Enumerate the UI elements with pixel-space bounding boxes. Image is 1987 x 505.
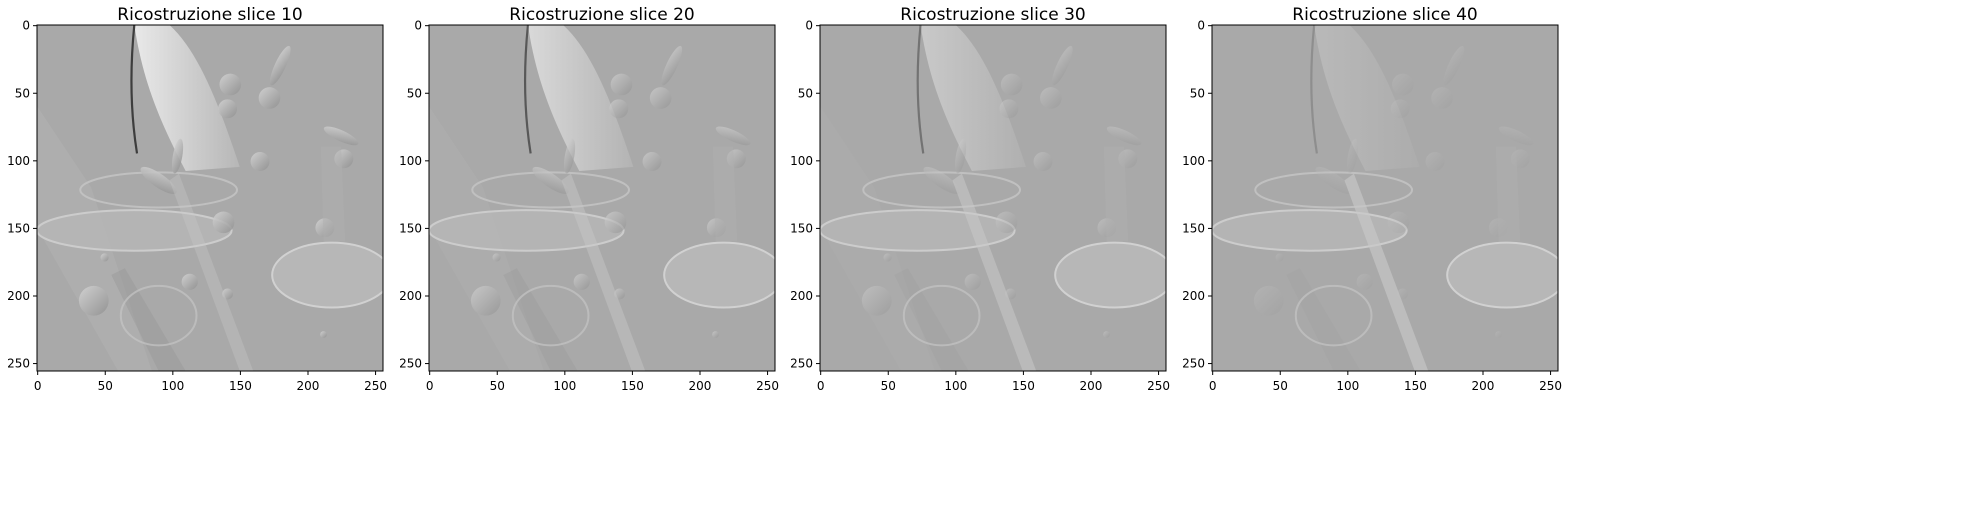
x-tick-label: 50 (1273, 379, 1288, 393)
x-tick-label: 0 (426, 379, 434, 393)
x-tick-label: 250 (756, 379, 779, 393)
x-tick-label: 200 (1080, 379, 1103, 393)
x-tick-label: 150 (621, 379, 644, 393)
x-tick-label: 150 (229, 379, 252, 393)
x-tick-label: 50 (98, 379, 113, 393)
x-tick-label: 100 (944, 379, 967, 393)
panel-1: Ricostruzione slice 10 0 50 100 150 200 250 0 50… (7, 5, 387, 393)
x-tick-label: 250 (1539, 379, 1562, 393)
y-tick-label: 0 (22, 19, 30, 33)
panel-4: Ricostruzione slice 40 0 50 100 150 200 250 0 50… (1182, 5, 1562, 393)
x-tick-label: 0 (34, 379, 42, 393)
x-tick-label: 100 (553, 379, 576, 393)
panel-title: Ricostruzione slice 30 (900, 5, 1085, 25)
x-tick-label: 0 (817, 379, 825, 393)
y-tick-label: 200 (1182, 289, 1205, 303)
axes-frame (819, 24, 1167, 372)
x-tick-label: 150 (1404, 379, 1427, 393)
x-tick-label: 200 (689, 379, 712, 393)
y-tick-label: 250 (399, 357, 422, 371)
x-tick-label: 150 (1012, 379, 1035, 393)
y-tick-label: 50 (798, 86, 813, 100)
y-tick-label: 150 (399, 221, 422, 235)
axes-frame (36, 24, 384, 372)
panel-2: Ricostruzione slice 20 0 50 100 150 200 250 0 50… (399, 5, 779, 393)
y-tick-label: 200 (7, 289, 30, 303)
panel-title: Ricostruzione slice 10 (117, 5, 302, 25)
y-tick-label: 200 (790, 289, 813, 303)
axes-frame (1211, 24, 1559, 372)
y-tick-label: 0 (1197, 19, 1205, 33)
x-tick-label: 250 (1147, 379, 1170, 393)
y-tick-label: 150 (1182, 221, 1205, 235)
y-tick-label: 150 (790, 221, 813, 235)
reconstruction-image (1212, 25, 1558, 371)
panel-title: Ricostruzione slice 40 (1292, 5, 1477, 25)
panel-3: Ricostruzione slice 30 0 50 100 150 200 250 0 50… (790, 5, 1170, 393)
y-tick-label: 100 (7, 154, 30, 168)
reconstruction-image (37, 25, 383, 371)
x-tick-label: 50 (490, 379, 505, 393)
y-tick-label: 150 (7, 221, 30, 235)
y-tick-label: 200 (399, 289, 422, 303)
y-tick-label: 250 (790, 357, 813, 371)
y-tick-label: 50 (1190, 86, 1205, 100)
axes-frame (428, 24, 776, 372)
x-tick-label: 250 (364, 379, 387, 393)
y-tick-label: 0 (805, 19, 813, 33)
x-tick-label: 200 (1472, 379, 1495, 393)
y-tick-label: 250 (1182, 357, 1205, 371)
x-tick-label: 50 (881, 379, 896, 393)
panel-title: Ricostruzione slice 20 (509, 5, 694, 25)
y-tick-label: 50 (407, 86, 422, 100)
x-tick-label: 0 (1209, 379, 1217, 393)
y-tick-label: 250 (7, 357, 30, 371)
x-tick-label: 100 (161, 379, 184, 393)
y-tick-label: 100 (399, 154, 422, 168)
x-tick-label: 100 (1336, 379, 1359, 393)
y-tick-label: 0 (414, 19, 422, 33)
y-tick-label: 100 (790, 154, 813, 168)
reconstruction-image (429, 25, 775, 371)
y-tick-label: 50 (15, 86, 30, 100)
y-tick-label: 100 (1182, 154, 1205, 168)
x-tick-label: 200 (297, 379, 320, 393)
reconstruction-image (820, 25, 1166, 371)
